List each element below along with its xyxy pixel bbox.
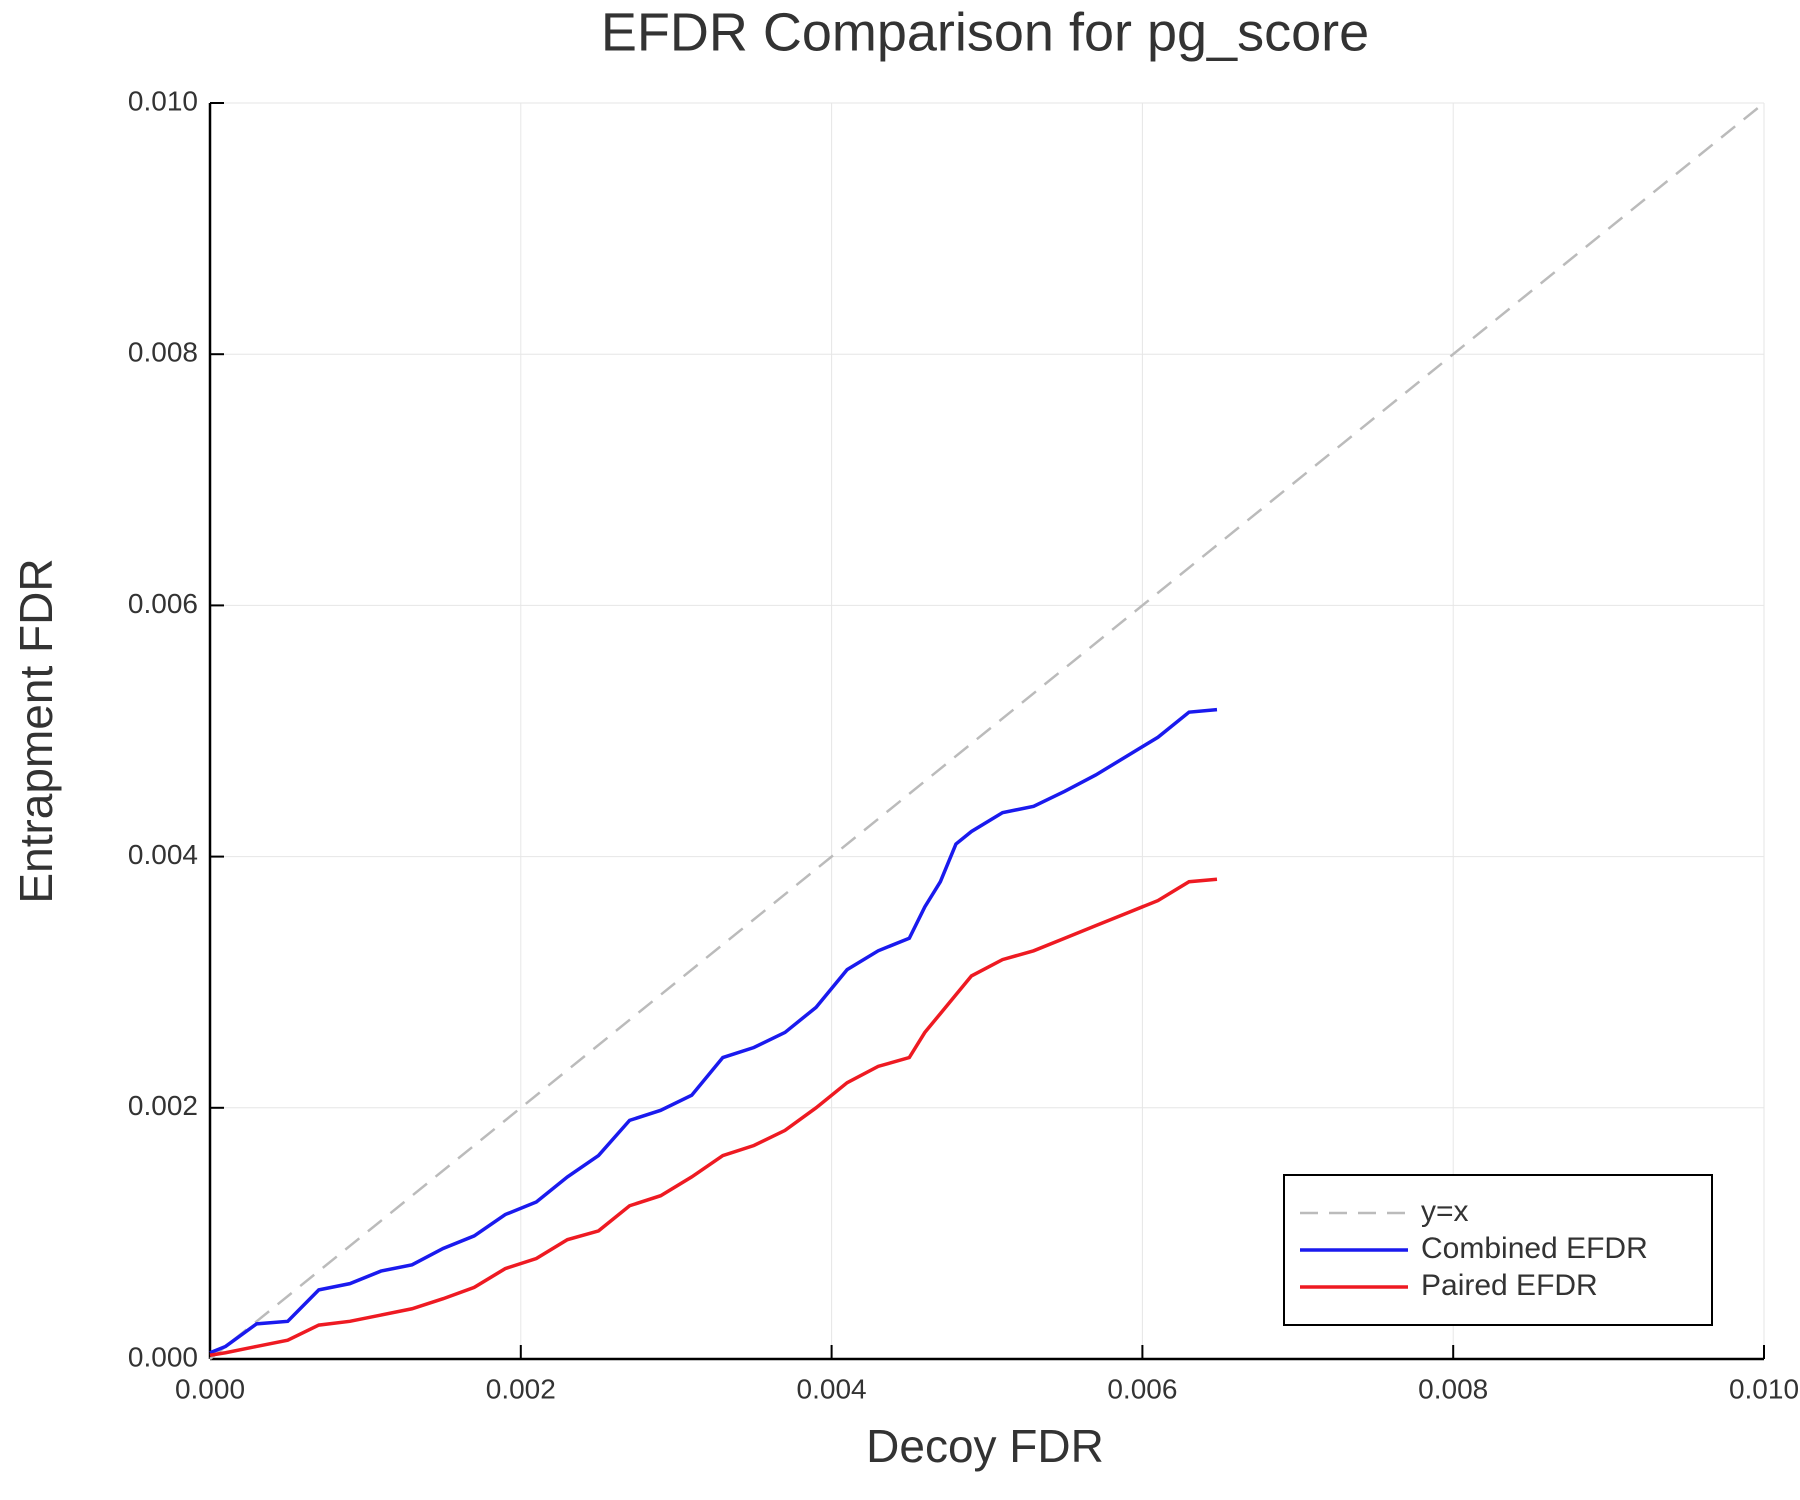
legend-label: Combined EFDR [1421,1232,1648,1265]
x-tick-label: 0.008 [1418,1373,1488,1404]
x-tick-label: 0.000 [175,1373,245,1404]
y-tick-label: 0.000 [128,1341,198,1372]
chart-title: EFDR Comparison for pg_score [601,2,1369,62]
x-axis-label: Decoy FDR [866,1420,1104,1472]
x-tick-label: 0.002 [486,1373,556,1404]
y-tick-label: 0.004 [128,839,198,870]
x-tick-label: 0.004 [797,1373,867,1404]
y-axis-label: Entrapment FDR [10,558,62,903]
legend-label: Paired EFDR [1421,1269,1598,1302]
data-line [209,102,1765,1360]
data-line [209,877,1218,1357]
x-tick-label: 0.006 [1107,1373,1177,1404]
y-tick-label: 0.008 [128,337,198,368]
data-line [209,707,1218,1355]
y-tick-label: 0.010 [128,85,198,116]
x-tick-label: 0.010 [1729,1373,1799,1404]
y-tick-label: 0.002 [128,1090,198,1121]
legend: y=x Combined EFDR Paired EFDR [1283,1174,1713,1326]
legend-label: y=x [1421,1195,1469,1228]
y-tick-label: 0.006 [128,588,198,619]
